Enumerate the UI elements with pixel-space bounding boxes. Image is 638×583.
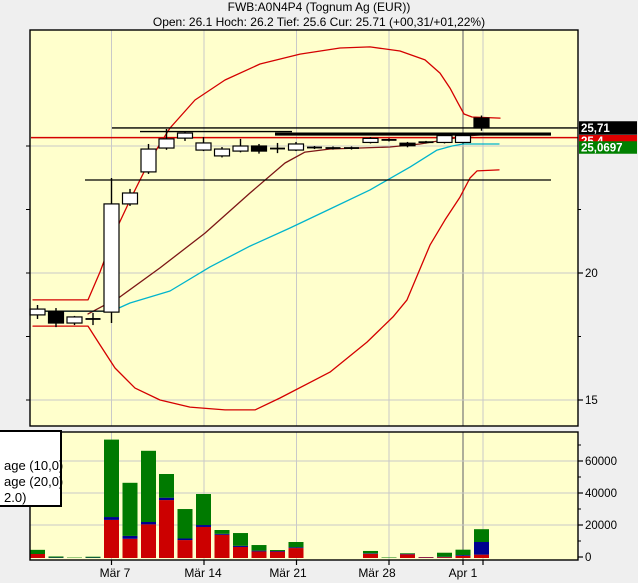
date-tick-label: Apr 1	[449, 566, 478, 580]
volume-bar-blue	[270, 550, 285, 552]
volume-tick-label: 40000	[585, 488, 617, 500]
main-pane-frame	[29, 29, 579, 427]
volume-bar-green	[141, 450, 156, 522]
date-tick-label: Mär 14	[184, 566, 222, 580]
legend-item-bollinger: 2.0)	[4, 490, 27, 505]
price-tick-label: 20	[585, 268, 598, 280]
candle-body	[454, 134, 472, 144]
volume-bar-blue	[474, 542, 489, 555]
bollinger-upper-band-line	[32, 46, 501, 301]
candle-body	[436, 134, 453, 144]
volume-bar-green	[455, 549, 471, 556]
volume-bar-red	[104, 519, 119, 558]
volume-bar-red	[196, 526, 211, 558]
volume-bar-red	[159, 500, 174, 558]
date-tick-label: Mär 21	[269, 566, 307, 580]
volume-tick-label: 20000	[585, 520, 617, 532]
candle-body	[213, 148, 231, 157]
candle-body	[473, 117, 490, 129]
volume-bar-red	[177, 540, 193, 558]
volume-bar-green	[104, 439, 119, 518]
candle-body	[66, 316, 83, 324]
volume-tick-label: 0	[585, 552, 591, 564]
volume-tick-label: 60000	[585, 456, 617, 468]
volume-bar-blue	[251, 550, 267, 552]
volume-bar-green	[400, 553, 415, 554]
candle-body	[195, 142, 212, 151]
candle-body	[29, 308, 46, 316]
volume-bar-green	[196, 494, 211, 526]
volume-bar-red	[363, 553, 378, 558]
volume-bar-red	[455, 555, 471, 558]
indicator-legend-box: age (10,0) age (20,0) 2.0)	[0, 430, 64, 507]
volume-bar-green	[30, 549, 45, 554]
volume-bar-red	[437, 557, 452, 558]
candle-body	[399, 142, 416, 147]
volume-bar-green	[363, 550, 378, 554]
volume-bar-green	[437, 552, 452, 557]
volume-bar-green	[48, 556, 64, 558]
volume-bar-red	[214, 534, 230, 558]
candle-body	[232, 145, 249, 152]
title-block: FWB:A0N4P4 (Tognum Ag (EUR)) Open: 26.1 …	[0, 0, 638, 29]
candle-body	[362, 137, 379, 144]
volume-bar-green	[474, 529, 489, 542]
volume-bar-red	[400, 554, 415, 558]
volume-bar-blue	[233, 545, 248, 547]
volume-bar-blue	[141, 522, 156, 525]
volume-bar-blue	[288, 547, 304, 549]
volume-bar-green	[288, 542, 304, 548]
date-tick-label: Mär 28	[358, 566, 396, 580]
legend-item-ma20: age (20,0)	[4, 474, 64, 489]
candle-body	[47, 310, 65, 324]
volume-bar-red	[418, 557, 434, 558]
volume-bar-red	[270, 551, 285, 558]
volume-bar-blue	[196, 525, 211, 527]
volume-bar-green	[214, 530, 230, 534]
price-tick-label: 15	[585, 395, 598, 407]
price-badge	[579, 141, 637, 154]
volume-bar-green	[159, 474, 174, 498]
volume-bar-red	[251, 551, 267, 558]
volume-bar-blue	[104, 517, 119, 520]
price-badge-label: 25,0697	[581, 143, 623, 155]
volume-bar-green	[85, 556, 101, 558]
moving-average-10-line	[45, 143, 500, 312]
candle-body	[140, 148, 157, 173]
volume-bar-green	[177, 509, 193, 539]
bollinger-lower-band-line	[32, 169, 500, 411]
volume-bar-green	[122, 482, 138, 536]
volume-bar-blue	[214, 533, 230, 535]
candle-body	[287, 143, 305, 151]
volume-bar-red	[288, 548, 304, 558]
candle-body	[158, 138, 175, 149]
volume-bar-blue	[122, 535, 138, 539]
candle-body	[121, 192, 139, 205]
volume-bar-blue	[177, 538, 193, 541]
price-badge-label: 25,71	[581, 123, 610, 135]
volume-bar-red	[233, 546, 248, 558]
volume-bar-red	[122, 538, 138, 558]
candle-body	[176, 132, 194, 139]
date-tick-label: Mär 7	[100, 566, 131, 580]
candle-body	[250, 145, 268, 152]
volume-bar-green	[233, 533, 248, 546]
volume-bar-blue	[455, 555, 471, 556]
volume-bar-green	[251, 545, 267, 551]
volume-bar-red	[30, 554, 45, 558]
volume-bar-green	[270, 550, 285, 551]
price-badge	[579, 121, 637, 135]
legend-item-ma10: age (10,0)	[4, 458, 64, 473]
volume-bar-red	[141, 524, 156, 558]
chart-title: FWB:A0N4P4 (Tognum Ag (EUR))	[227, 0, 411, 14]
candle-body	[103, 203, 120, 313]
volume-bar-red	[474, 554, 489, 558]
chart-subtitle: Open: 26.1 Hoch: 26.2 Tief: 25.6 Cur: 25…	[152, 15, 486, 29]
main-pane-bg	[30, 30, 578, 426]
volume-bar-blue	[159, 497, 174, 501]
